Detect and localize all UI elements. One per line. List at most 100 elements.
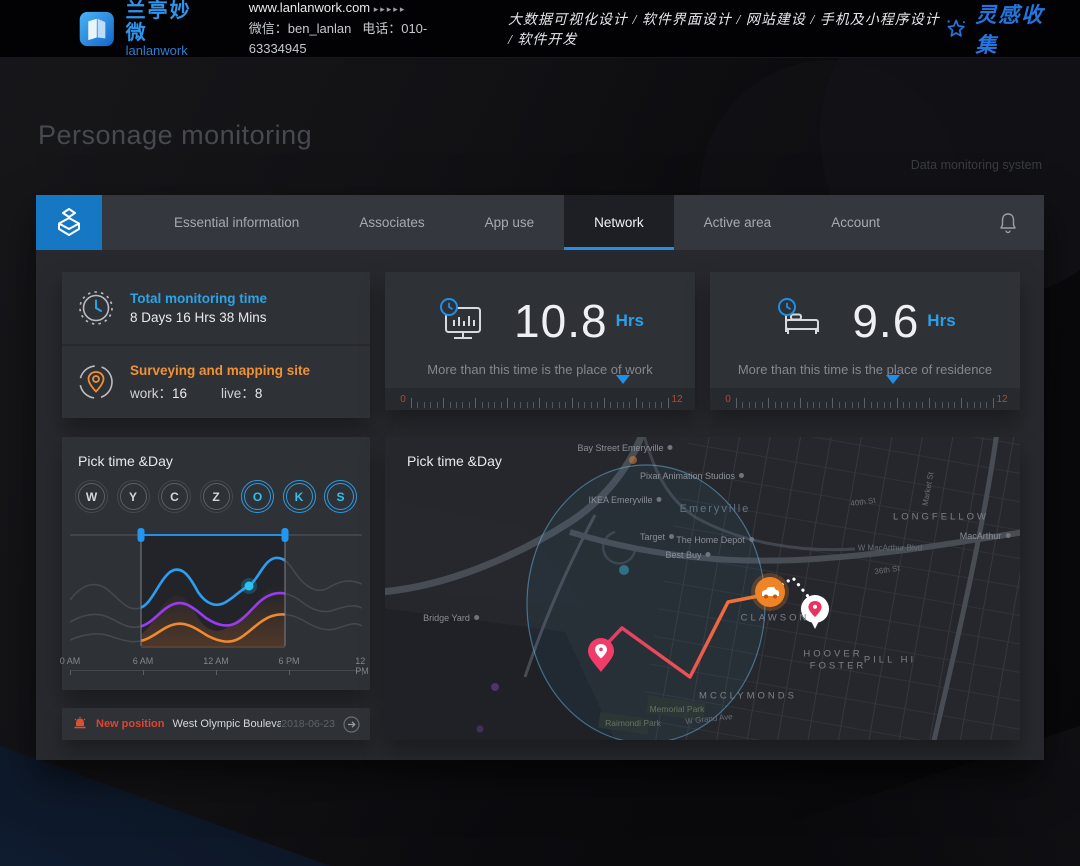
work-hours-card: 10.8 Hrs More than this time is the plac… (385, 272, 695, 410)
ruler-tick (883, 402, 885, 408)
work-value: 16 (172, 385, 188, 401)
ruler-tick (992, 398, 994, 408)
ruler-tick (565, 402, 567, 408)
ruler-tick (507, 398, 509, 408)
ruler-tick (500, 402, 502, 408)
day-button-w[interactable]: W (75, 480, 108, 513)
ruler-tick (488, 402, 490, 408)
star-burst-icon (947, 19, 965, 37)
ruler-tick (960, 398, 962, 408)
ruler-tick (616, 402, 618, 408)
ruler-tick (417, 402, 419, 408)
day-button-z[interactable]: Z (199, 480, 233, 513)
phone-number: 电话：010-63334945 (248, 21, 428, 56)
brush-handle-right[interactable] (281, 528, 289, 542)
ruler-tick (870, 402, 872, 408)
ruler-tick (449, 402, 451, 408)
tab-associates[interactable]: Associates (359, 215, 425, 230)
ruler-tick (539, 398, 541, 408)
ruler-tick (584, 402, 586, 408)
ruler-tick (577, 402, 579, 408)
current-position-car-marker[interactable] (751, 573, 789, 611)
ruler-tick (832, 398, 834, 408)
new-position-date: 2018-06-23 (281, 718, 335, 730)
ruler-tick (780, 402, 782, 408)
alarm-icon (74, 716, 86, 729)
origin-pin-marker[interactable] (588, 638, 614, 672)
brand-name-zh: 兰亭妙微 (125, 0, 192, 44)
main-panel: Essential information Associates App use Ne… (36, 195, 1044, 760)
ruler-tick (558, 402, 560, 408)
ruler-tick (443, 398, 445, 408)
tab-network[interactable]: Network (564, 195, 674, 250)
residence-hours-card: 9.6 Hrs More than this time is the place… (710, 272, 1020, 410)
day-button-s[interactable]: S (324, 480, 357, 513)
ruler-tick (436, 402, 438, 408)
ruler-ticks (736, 375, 994, 412)
brand-name-en: lanlanwork (125, 42, 188, 58)
ruler-tick (513, 402, 515, 408)
brush-handle-left[interactable] (137, 528, 145, 542)
ruler-tick (877, 402, 879, 408)
day-button-c[interactable]: C (158, 480, 191, 513)
new-position-address: West Olympic Boulevard,... (172, 718, 282, 730)
ruler-tick (845, 402, 847, 408)
ruler-tick (736, 398, 737, 408)
notifications-bell-button[interactable] (998, 195, 1044, 250)
travel-route-line (599, 593, 766, 679)
residence-hours-ruler: 0 12 (710, 375, 1020, 412)
brand-logo[interactable]: 兰亭妙微 lanlanwork (78, 0, 201, 58)
ruler-tick (481, 402, 483, 408)
ruler-tick (462, 402, 464, 408)
x-axis-tick (289, 670, 290, 675)
clock-icon (79, 291, 113, 325)
tab-essential-information[interactable]: Essential information (174, 215, 300, 230)
day-button-k[interactable]: K (282, 480, 316, 513)
total-monitoring-time-row: Total monitoring time 8 Days 16 Hrs 38 M… (62, 272, 370, 344)
ruler-tick (742, 402, 744, 408)
residence-hours-unit: Hrs (927, 311, 956, 330)
ruler-tick (520, 402, 522, 408)
residence-hours-value: 9.6 (852, 295, 920, 347)
day-button-o[interactable]: O (241, 480, 274, 513)
ruler-tick (552, 402, 554, 408)
location-map-card[interactable]: Pick time &Day Bay Street Emeryville Pixa… (385, 437, 1020, 740)
new-position-notification[interactable]: New position West Olympic Boulevard,... … (62, 708, 370, 740)
home-menu-button[interactable] (36, 195, 102, 250)
website-link[interactable]: www.lanlanwork.com (248, 0, 371, 15)
live-label: live： (221, 385, 255, 401)
ruler-tick (635, 398, 637, 408)
ruler-tick (545, 402, 547, 408)
ruler-tick (755, 402, 757, 408)
residence-hours-caption: More than this time is the place of resi… (737, 362, 993, 377)
inspiration-collect-button[interactable]: 灵感收集 (945, 0, 1054, 59)
day-button-y[interactable]: Y (116, 480, 150, 513)
x-axis-label: 6 AM (132, 656, 154, 666)
ruler-tick (819, 402, 821, 408)
tab-app-use[interactable]: App use (484, 215, 535, 230)
ruler-tick (526, 402, 528, 408)
location-pin-icon (79, 365, 113, 399)
ruler-tick (468, 402, 470, 408)
header-contact: www.lanlanwork.com ▸▸▸▸▸ 微信：ben_lanlan 电… (249, 0, 453, 59)
new-position-label: New position (96, 718, 165, 730)
ruler-tick (851, 402, 853, 408)
ruler-min-label: 0 (400, 393, 406, 405)
go-arrow-icon[interactable] (343, 715, 360, 733)
ruler-tick (533, 402, 535, 408)
inspiration-collect-label: 灵感收集 (975, 2, 1045, 57)
ruler-tick (610, 402, 612, 408)
x-axis-tick (216, 670, 217, 675)
tab-bar-items: Essential information Associates App use Ne… (144, 195, 910, 250)
ruler-tick (896, 398, 898, 408)
ruler-tick (858, 402, 860, 408)
work-hours-unit: Hrs (615, 311, 644, 330)
tab-active-area[interactable]: Active area (703, 215, 772, 230)
destination-pin-marker[interactable] (801, 595, 829, 629)
tab-account[interactable]: Account (831, 215, 880, 230)
